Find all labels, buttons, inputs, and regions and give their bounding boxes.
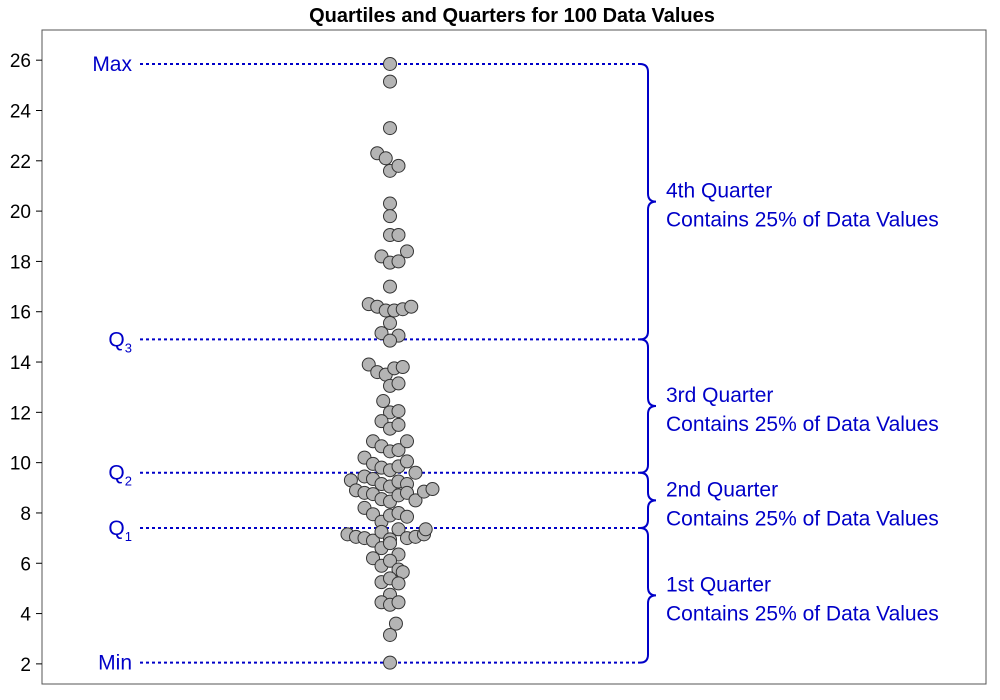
data-point bbox=[391, 158, 406, 173]
y-tick-label: 12 bbox=[10, 403, 31, 424]
data-point bbox=[383, 56, 397, 71]
reference-label: Q2 bbox=[108, 462, 132, 489]
data-point bbox=[395, 360, 410, 375]
reference-lines: Max Q3 Q2 Q1 Min bbox=[92, 53, 640, 675]
quarter-name: 2nd Quarter bbox=[666, 478, 778, 501]
y-tick-label: 4 bbox=[20, 605, 31, 626]
data-point bbox=[408, 493, 423, 508]
data-point bbox=[376, 394, 391, 409]
quarter-brace bbox=[639, 62, 657, 341]
reference-label: Max bbox=[92, 53, 132, 76]
y-tick-label: 10 bbox=[10, 454, 31, 475]
quarter-braces: 4th Quarter Contains 25% of Data Values 3r… bbox=[639, 62, 939, 664]
data-point bbox=[391, 404, 406, 419]
y-tick-label: 26 bbox=[10, 51, 31, 72]
data-point bbox=[400, 509, 414, 524]
data-point bbox=[408, 465, 423, 480]
data-point bbox=[391, 522, 406, 537]
quarter-name: 1st Quarter bbox=[666, 573, 771, 596]
reference-label: Q1 bbox=[108, 517, 132, 544]
data-point bbox=[400, 244, 414, 259]
data-point bbox=[400, 454, 414, 469]
data-point bbox=[383, 333, 397, 348]
data-point bbox=[391, 254, 406, 269]
quarter-description: Contains 25% of Data Values bbox=[666, 507, 939, 530]
data-point bbox=[400, 434, 414, 449]
plot-frame bbox=[41, 29, 987, 685]
data-point bbox=[404, 299, 419, 314]
quarter-name: 4th Quarter bbox=[666, 180, 772, 203]
data-point bbox=[391, 576, 406, 591]
y-tick-label: 14 bbox=[10, 353, 32, 374]
data-point bbox=[383, 627, 397, 642]
reference-label: Q3 bbox=[108, 328, 132, 355]
y-tick-label: 6 bbox=[20, 554, 31, 575]
data-point bbox=[388, 616, 403, 631]
data-point bbox=[391, 595, 406, 610]
y-tick-label: 8 bbox=[20, 504, 31, 525]
data-point bbox=[383, 196, 397, 211]
data-point bbox=[383, 536, 397, 551]
data-point bbox=[383, 279, 397, 294]
quarter-brace bbox=[639, 527, 657, 664]
data-point bbox=[391, 228, 406, 243]
data-point bbox=[378, 151, 393, 166]
data-point bbox=[425, 482, 440, 497]
quarter-name: 3rd Quarter bbox=[666, 384, 773, 407]
data-point bbox=[391, 376, 406, 391]
quarter-description: Contains 25% of Data Values bbox=[666, 413, 939, 436]
data-point bbox=[383, 74, 397, 89]
y-tick-label: 18 bbox=[10, 252, 31, 273]
quarter-description: Contains 25% of Data Values bbox=[666, 602, 939, 625]
y-tick-label: 24 bbox=[10, 101, 32, 122]
y-tick-label: 16 bbox=[10, 303, 31, 324]
chart-title: Quartiles and Quarters for 100 Data Valu… bbox=[309, 5, 715, 27]
data-point bbox=[418, 522, 433, 537]
data-point bbox=[383, 209, 397, 224]
data-point bbox=[391, 417, 406, 432]
data-point bbox=[383, 553, 397, 568]
data-point bbox=[391, 443, 406, 458]
data-point bbox=[383, 655, 397, 670]
quarter-brace bbox=[639, 471, 657, 530]
quarter-description: Contains 25% of Data Values bbox=[666, 209, 939, 232]
reference-label: Min bbox=[98, 652, 132, 675]
quarter-brace bbox=[639, 338, 657, 474]
y-tick-label: 22 bbox=[10, 152, 31, 173]
data-point bbox=[383, 316, 397, 331]
data-points bbox=[340, 56, 440, 670]
y-tick-label: 2 bbox=[20, 655, 31, 676]
data-point bbox=[383, 121, 397, 136]
y-tick-label: 20 bbox=[10, 202, 31, 223]
